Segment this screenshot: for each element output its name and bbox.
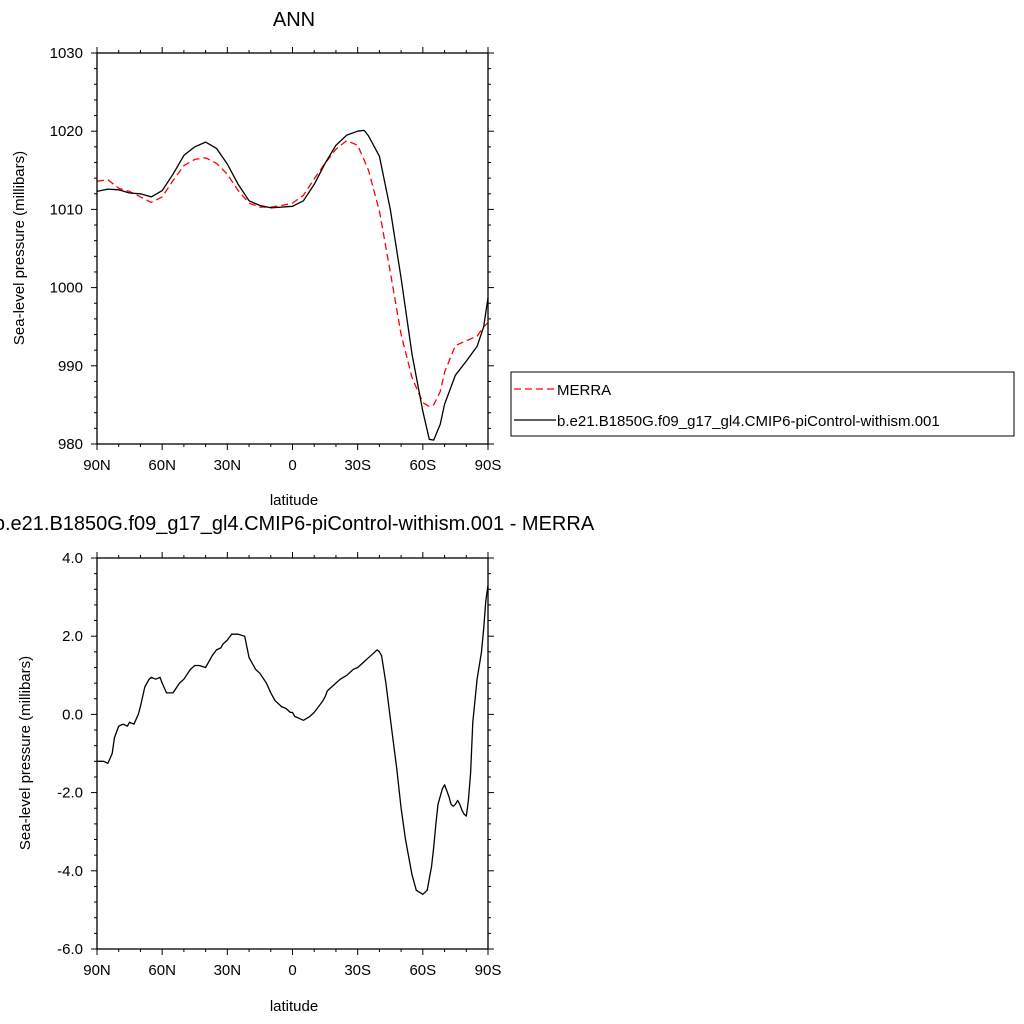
y-tick-label: 0.0 <box>62 706 83 723</box>
y-tick-label: -2.0 <box>57 785 83 802</box>
y-tick-label: 2.0 <box>62 628 83 645</box>
series-line-difference <box>97 585 489 895</box>
legend-box <box>510 371 1015 437</box>
y-tick-label: -6.0 <box>57 941 83 958</box>
bottom-chart-y-axis-label: Sea-level pressure (millibars) <box>17 656 34 850</box>
top-chart-ticks: 90N 60N 30N 0 30S 60S 90S 980 990 1000 1010 1020 103… <box>50 45 502 474</box>
bottom-chart-panel: b.e21.B1850G.f09_g17_gl4.CMIP6-piControl… <box>0 513 595 1015</box>
bottom-chart-series <box>97 585 489 895</box>
x-tick-label: 30S <box>344 457 371 474</box>
y-tick-label: 1000 <box>50 280 83 297</box>
x-tick-label: 0 <box>288 457 296 474</box>
series-line-merra <box>96 139 489 408</box>
x-tick-label: 90S <box>475 457 502 474</box>
x-tick-label: 60N <box>148 457 176 474</box>
y-tick-label: -4.0 <box>57 863 83 880</box>
x-tick-label: 60N <box>148 962 176 979</box>
top-chart-series <box>96 129 489 441</box>
series-line-b-e21-b1850g-f09-g17-gl4-cmip6 <box>96 129 489 441</box>
y-tick-label: 980 <box>58 436 83 453</box>
y-tick-label: 1030 <box>50 45 83 62</box>
y-tick-label: 1020 <box>50 123 83 140</box>
y-tick-label: 990 <box>58 358 83 375</box>
top-chart-y-axis-label: Sea-level pressure (millibars) <box>11 151 28 345</box>
top-chart-plot-frame <box>96 52 489 445</box>
x-tick-label: 30N <box>214 457 242 474</box>
x-tick-label: 60S <box>409 457 436 474</box>
x-tick-label: 60S <box>409 962 436 979</box>
bottom-chart-x-axis-label: latitude <box>270 998 318 1015</box>
x-tick-label: 90N <box>83 962 111 979</box>
bottom-chart-ticks: 90N 60N 30N 0 30S 60S 90S -6.0 -4.0 -2.0 0.0 2.0 4.0 <box>57 550 501 979</box>
bottom-chart-title: b.e21.B1850G.f09_g17_gl4.CMIP6-piControl… <box>0 513 595 535</box>
y-tick-label: 1010 <box>50 201 83 218</box>
x-tick-label: 30N <box>214 962 242 979</box>
bottom-chart-plot-frame <box>96 557 489 950</box>
x-tick-label: 90N <box>83 457 111 474</box>
y-tick-label: 4.0 <box>62 550 83 567</box>
legend: MERRA b.e21.B1850G.f09_g17_gl4.CMIP6-piC… <box>510 371 1015 437</box>
top-chart-x-axis-label: latitude <box>270 492 318 509</box>
x-tick-label: 90S <box>475 962 502 979</box>
x-tick-label: 0 <box>288 962 296 979</box>
top-chart-panel: ANN Sea-level pressure (millibars) latit… <box>11 9 501 509</box>
legend-label-model: b.e21.B1850G.f09_g17_gl4.CMIP6-piControl… <box>557 413 940 430</box>
top-chart-title: ANN <box>273 9 315 31</box>
x-tick-label: 30S <box>344 962 371 979</box>
legend-label-merra: MERRA <box>557 382 611 399</box>
